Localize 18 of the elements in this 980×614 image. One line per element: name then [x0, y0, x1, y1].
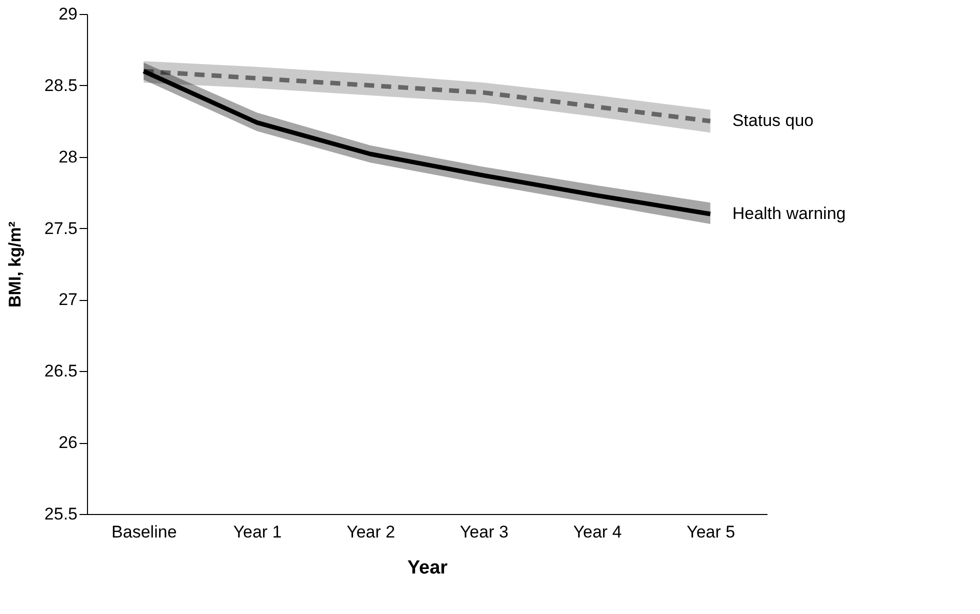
y-tick-label: 27.5 [44, 218, 78, 238]
x-tick-label: Year 5 [686, 522, 736, 542]
series-label: Status quo [732, 111, 814, 130]
y-tick-label: 25.5 [44, 504, 78, 524]
x-tick-label: Year 1 [233, 522, 282, 542]
y-tick-label: 28.5 [44, 76, 78, 95]
x-tick-label: Year 4 [573, 522, 622, 542]
y-axis-title: BMI, kg/m² [5, 221, 24, 308]
x-axis-title: Year [407, 558, 448, 578]
x-tick-label: Baseline [112, 522, 177, 542]
x-tick-label: Year 2 [346, 522, 396, 542]
y-tick-label: 26 [58, 433, 78, 452]
x-tick-label: Year 3 [460, 522, 508, 542]
y-tick-label: 26.5 [44, 362, 78, 381]
y-tick-label: 28 [58, 147, 78, 166]
series-label: Health warning [732, 204, 846, 223]
y-tick-label: 29 [58, 4, 78, 24]
y-tick-label: 27 [58, 290, 78, 310]
